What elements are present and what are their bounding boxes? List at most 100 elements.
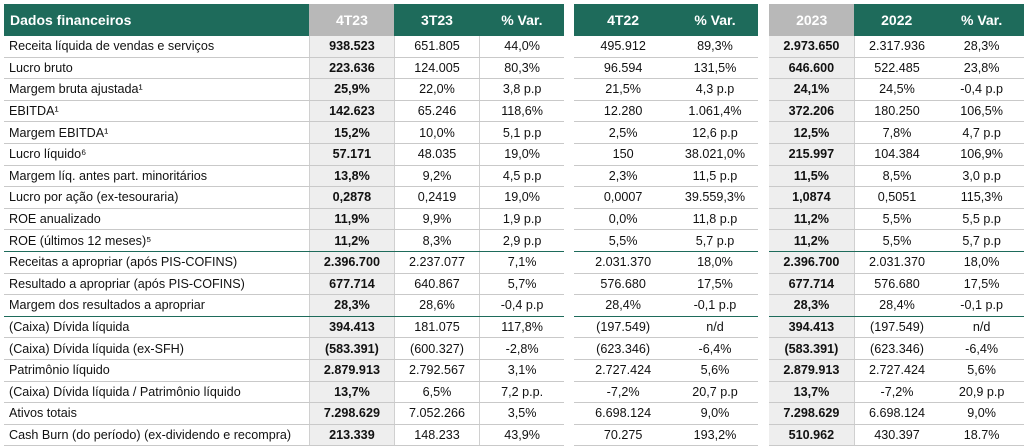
cell-value: 1,9 p.p: [479, 208, 565, 231]
column-gap: [564, 424, 574, 446]
cell-value: -0,4 p.p: [479, 294, 565, 317]
cell-value: 11,2%: [769, 229, 855, 252]
row-label: Ativos totais: [4, 402, 310, 425]
column-gap: [564, 273, 574, 295]
cell-value: 13,7%: [309, 381, 395, 404]
header-label: Dados financeiros: [4, 4, 310, 36]
cell-value: 0,0007: [573, 186, 673, 209]
column-gap: [564, 251, 574, 274]
row-label: Patrimônio líquido: [4, 359, 310, 382]
header-3t23: 3T23: [394, 4, 480, 36]
row-label: Margem dos resultados a apropriar: [4, 294, 310, 317]
cell-value: (623.346): [573, 337, 673, 360]
cell-value: 10,0%: [394, 121, 481, 144]
cell-value: 6.698.124: [573, 402, 673, 425]
cell-value: 677.714: [309, 273, 395, 296]
cell-value: (197.549): [573, 316, 673, 339]
cell-value: 17,5%: [672, 273, 758, 296]
cell-value: 8,3%: [394, 229, 481, 252]
row-label: Margem bruta ajustada¹: [4, 78, 310, 101]
cell-value: 223.636: [309, 57, 395, 80]
cell-value: (197.549): [854, 316, 940, 339]
column-gap: [757, 316, 770, 338]
column-gap: [564, 337, 574, 360]
cell-value: 96.594: [573, 57, 673, 80]
cell-value: 181.075: [394, 316, 481, 339]
cell-value: 7,1%: [479, 251, 565, 274]
column-gap: [564, 78, 574, 101]
cell-value: 1.061,4%: [672, 100, 758, 123]
column-gap: [757, 251, 770, 274]
cell-value: -6,4%: [939, 337, 1024, 360]
column-gap: [757, 4, 770, 36]
cell-value: 0,2419: [394, 186, 481, 209]
cell-value: 7.052.266: [394, 402, 481, 425]
cell-value: 19,0%: [479, 186, 565, 209]
cell-value: 48.035: [394, 143, 481, 166]
cell-value: 20,7 p.p: [672, 381, 758, 404]
cell-value: 2.031.370: [573, 251, 673, 274]
table-row: Lucro bruto 223.636 124.005 80,3% 96.594 131,…: [4, 57, 1024, 80]
cell-value: 142.623: [309, 100, 395, 123]
table-row: Patrimônio líquido 2.879.913 2.792.567 3,1%…: [4, 359, 1024, 382]
cell-value: 11,8 p.p: [672, 208, 758, 231]
row-label: ROE (últimos 12 meses)⁵: [4, 229, 310, 252]
cell-value: 12.280: [573, 100, 673, 123]
row-label: Margem líq. antes part. minoritários: [4, 165, 310, 188]
cell-value: 213.339: [309, 424, 395, 446]
row-label: Lucro por ação (ex-tesouraria): [4, 186, 310, 209]
cell-value: -2,8%: [479, 337, 565, 360]
column-gap: [564, 4, 574, 36]
column-gap: [757, 359, 770, 381]
cell-value: n/d: [939, 316, 1024, 339]
cell-value: 11,5%: [769, 165, 855, 188]
cell-value: 5,5%: [854, 208, 940, 231]
column-gap: [757, 186, 770, 209]
cell-value: 13,8%: [309, 165, 395, 188]
cell-value: 2,5%: [573, 121, 673, 144]
header-var-quarter: % Var.: [479, 4, 565, 36]
cell-value: 12,6 p.p: [672, 121, 758, 144]
cell-value: 118,6%: [479, 100, 565, 123]
table-row: Receita líquida de vendas e serviços 938.…: [4, 36, 1024, 58]
cell-value: 510.962: [769, 424, 855, 446]
cell-value: 2.031.370: [854, 251, 940, 274]
cell-value: -6,4%: [672, 337, 758, 360]
cell-value: 394.413: [769, 316, 855, 339]
cell-value: 651.805: [394, 36, 481, 58]
cell-value: 193,2%: [672, 424, 758, 446]
cell-value: 23,8%: [939, 57, 1024, 80]
cell-value: 28,4%: [854, 294, 940, 317]
cell-value: 65.246: [394, 100, 481, 123]
cell-value: 18,0%: [939, 251, 1024, 274]
cell-value: 7.298.629: [769, 402, 855, 425]
cell-value: 89,3%: [672, 36, 758, 58]
cell-value: 131,5%: [672, 57, 758, 80]
cell-value: 22,0%: [394, 78, 481, 101]
cell-value: 6,5%: [394, 381, 481, 404]
cell-value: 2.396.700: [769, 251, 855, 274]
row-label: Margem EBITDA¹: [4, 121, 310, 144]
row-label: Resultado a apropriar (após PIS-COFINS): [4, 273, 310, 296]
table-body: Receita líquida de vendas e serviços 938.…: [4, 36, 1024, 446]
header-2022: 2022: [854, 4, 940, 36]
cell-value: 640.867: [394, 273, 481, 296]
table-row: (Caixa) Dívida líquida 394.413 181.075 117,…: [4, 316, 1024, 339]
row-label: Cash Burn (do período) (ex-dividendo e r…: [4, 424, 310, 446]
row-label: ROE anualizado: [4, 208, 310, 231]
cell-value: -7,2%: [854, 381, 940, 404]
cell-value: 2,3%: [573, 165, 673, 188]
cell-value: 1,0874: [769, 186, 855, 209]
cell-value: 7,8%: [854, 121, 940, 144]
table-row: ROE (últimos 12 meses)⁵ 11,2% 8,3% 2,9 p.p 5…: [4, 229, 1024, 252]
cell-value: (600.327): [394, 337, 481, 360]
cell-value: 394.413: [309, 316, 395, 339]
cell-value: 19,0%: [479, 143, 565, 166]
cell-value: 39.559,3%: [672, 186, 758, 209]
header-2023: 2023: [769, 4, 855, 36]
cell-value: 3,5%: [479, 402, 565, 425]
header-4t22: 4T22: [573, 4, 673, 36]
column-gap: [757, 273, 770, 295]
cell-value: 5,5%: [573, 229, 673, 252]
cell-value: 24,1%: [769, 78, 855, 101]
